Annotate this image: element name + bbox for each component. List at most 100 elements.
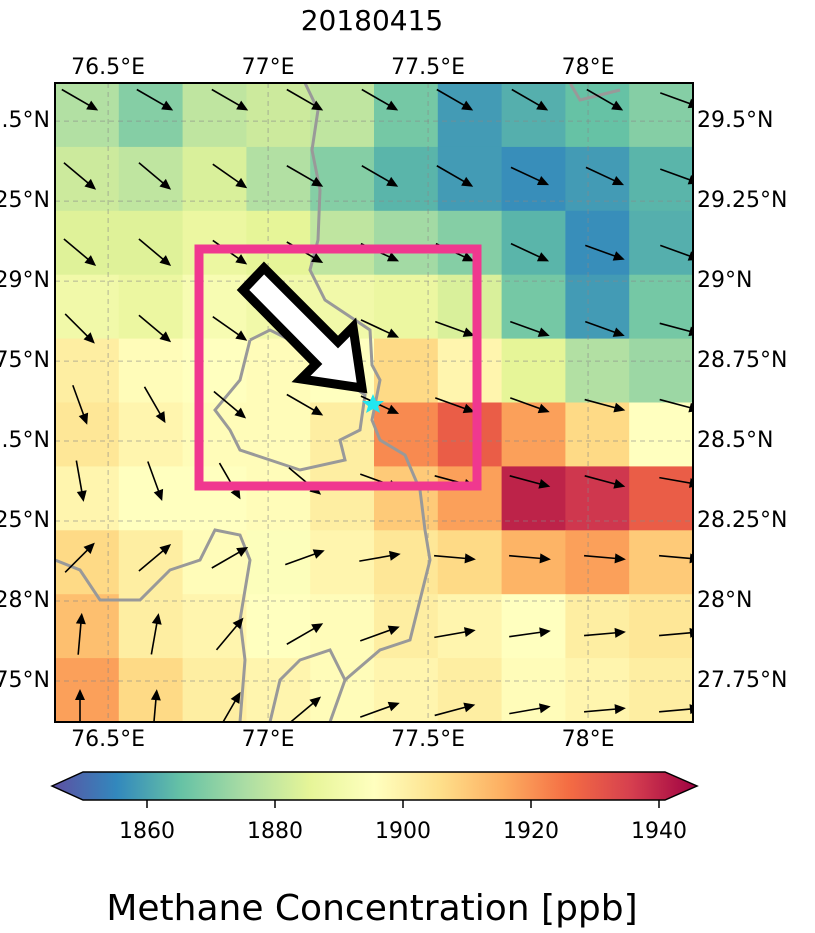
heat-cell bbox=[246, 83, 311, 148]
arrow-shaft bbox=[361, 88, 393, 108]
arrow-head bbox=[539, 627, 551, 638]
axes: 76.5°E 76.5°E 77°E 77°E 77.5°E 77.5°E 78°E 78°E… bbox=[0, 55, 787, 752]
wind-arrow bbox=[286, 165, 324, 187]
arrow-head bbox=[687, 251, 693, 261]
heat-cell bbox=[374, 338, 439, 403]
wind-arrow bbox=[64, 313, 95, 344]
wind-arrow bbox=[584, 475, 626, 489]
wind-arrow bbox=[510, 166, 550, 186]
wind-arrow bbox=[61, 88, 99, 111]
arrow-head bbox=[83, 542, 95, 554]
arrow-shaft bbox=[509, 475, 545, 486]
wind-arrow bbox=[434, 627, 476, 639]
y-tick-label-left: 29.25°N bbox=[0, 188, 50, 213]
arrow-shaft bbox=[659, 708, 693, 713]
y-tick-label-right: 28°N bbox=[697, 588, 752, 613]
arrow-shaft bbox=[584, 554, 620, 560]
arrow-shaft bbox=[434, 630, 470, 639]
arrow-head bbox=[235, 177, 248, 189]
wind-arrow bbox=[434, 397, 475, 414]
heat-cell bbox=[437, 274, 503, 340]
arrow-shaft bbox=[211, 88, 243, 108]
wind-arrow bbox=[659, 244, 693, 261]
arrow-head bbox=[386, 404, 400, 414]
colorbar-tick-label: 1900 bbox=[375, 819, 431, 844]
wind-arrow bbox=[509, 627, 551, 638]
wind-arrow bbox=[75, 612, 86, 655]
arrow-shaft bbox=[138, 238, 167, 263]
heat-cell bbox=[55, 274, 120, 340]
heat-cell bbox=[437, 83, 503, 148]
heat-cell bbox=[118, 594, 184, 659]
arrow-shaft bbox=[286, 88, 318, 108]
arrow-head bbox=[461, 100, 474, 111]
arrow-head bbox=[311, 623, 324, 634]
arrow-shaft bbox=[215, 622, 240, 651]
heat-cell bbox=[118, 146, 184, 212]
heat-cell bbox=[246, 402, 311, 467]
heat-cell bbox=[118, 466, 184, 531]
arrow-shaft bbox=[286, 165, 318, 185]
wind-arrow bbox=[359, 701, 400, 718]
arrow-shaft bbox=[136, 88, 168, 108]
arrow-head bbox=[236, 547, 249, 557]
heat-cell bbox=[55, 594, 120, 659]
arrow-head bbox=[536, 175, 550, 186]
colorbar-body bbox=[50, 771, 699, 801]
wind-arrow bbox=[584, 320, 625, 337]
arrow-head bbox=[388, 550, 401, 561]
arrow-head bbox=[461, 176, 474, 187]
arrow-shaft bbox=[361, 165, 393, 185]
arrow-shaft bbox=[659, 92, 693, 106]
y-tick-label-right: 28.25°N bbox=[697, 508, 787, 533]
x-tick-label-top: 77°E bbox=[242, 55, 295, 80]
heat-cell bbox=[374, 658, 439, 722]
arrow-head bbox=[311, 253, 324, 263]
arrow-shaft bbox=[63, 162, 92, 187]
arrow-head bbox=[462, 403, 475, 414]
arrow-head bbox=[75, 689, 85, 700]
wind-arrow bbox=[75, 689, 85, 722]
direction-arrow bbox=[236, 261, 368, 394]
heat-cell bbox=[501, 210, 566, 276]
arrow-shaft bbox=[436, 165, 468, 185]
arrow-shaft bbox=[509, 630, 545, 638]
arrow-head bbox=[161, 100, 174, 111]
wind-arrow bbox=[136, 88, 174, 111]
arrow-head bbox=[159, 178, 172, 190]
y-tick-label-right: 29.5°N bbox=[697, 108, 773, 133]
arrow-shaft bbox=[509, 397, 544, 411]
arrow-head bbox=[689, 627, 693, 638]
heat-cell bbox=[629, 402, 693, 467]
arrow-shaft bbox=[61, 88, 93, 108]
wind-arrow bbox=[659, 92, 693, 109]
heat-cell bbox=[437, 402, 503, 467]
heat-cell bbox=[246, 146, 311, 212]
y-tick-label-left: 28.25°N bbox=[0, 508, 50, 533]
arrow-head bbox=[464, 553, 476, 564]
y-tick-label-right: 27.75°N bbox=[697, 668, 787, 693]
arrow-shaft bbox=[359, 554, 395, 562]
colorbar-label: Methane Concentration [ppb] bbox=[106, 888, 637, 929]
arrow-head bbox=[614, 704, 626, 715]
x-tick-label-bottom: 78°E bbox=[562, 727, 615, 752]
heat-cell bbox=[374, 210, 439, 276]
colorbar-tick-label: 1860 bbox=[119, 819, 175, 844]
wind-arrow bbox=[436, 165, 474, 187]
heat-cell bbox=[55, 210, 120, 276]
x-tick-label-bottom: 77.5°E bbox=[391, 727, 465, 752]
arrow-head bbox=[688, 326, 693, 337]
wind-arrow bbox=[150, 613, 162, 655]
heat-cell bbox=[118, 530, 184, 595]
heat-cell bbox=[437, 594, 503, 659]
arrow-shaft bbox=[77, 619, 83, 655]
heat-cell bbox=[629, 658, 693, 722]
arrow-head bbox=[613, 479, 626, 489]
arrow-shaft bbox=[434, 397, 469, 411]
arrow-head bbox=[236, 100, 249, 111]
wind-arrow bbox=[211, 547, 249, 569]
map-frame bbox=[54, 82, 694, 723]
heat-cell bbox=[437, 530, 503, 595]
wind-arrow bbox=[75, 460, 87, 502]
heat-cell bbox=[501, 658, 566, 722]
